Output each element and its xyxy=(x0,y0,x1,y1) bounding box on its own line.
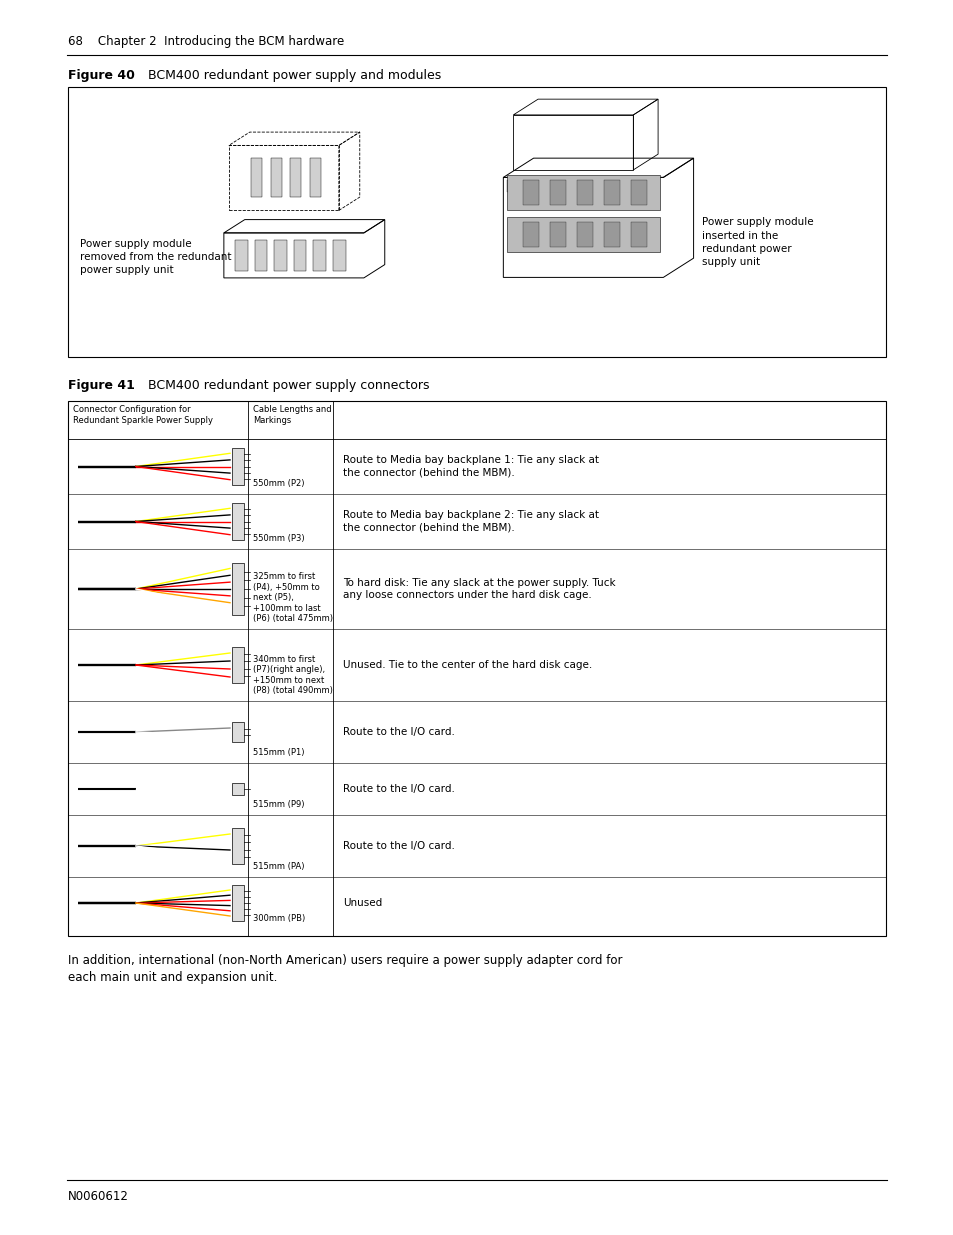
Text: Unused. Tie to the center of the hard disk cage.: Unused. Tie to the center of the hard di… xyxy=(343,659,592,671)
Bar xyxy=(232,783,244,795)
Bar xyxy=(506,175,659,210)
Bar xyxy=(522,222,538,247)
Text: Route to the I/O card.: Route to the I/O card. xyxy=(343,841,455,851)
Bar xyxy=(631,180,647,205)
Text: 325mm to first
(P4), +50mm to
next (P5),
+100mm to last
(P6) (total 475mm): 325mm to first (P4), +50mm to next (P5),… xyxy=(253,572,333,622)
Bar xyxy=(586,180,598,193)
Bar xyxy=(232,503,244,540)
Text: In addition, international (non-North American) users require a power supply ada: In addition, international (non-North Am… xyxy=(68,953,622,984)
Text: Cable Lengths and
Markings: Cable Lengths and Markings xyxy=(253,405,332,425)
Text: BCM400 redundant power supply connectors: BCM400 redundant power supply connectors xyxy=(140,379,429,391)
Bar xyxy=(68,86,885,357)
Text: Figure 41: Figure 41 xyxy=(68,379,134,391)
Text: Power supply module
removed from the redundant
power supply unit: Power supply module removed from the red… xyxy=(80,238,232,275)
Text: 550mm (P2): 550mm (P2) xyxy=(253,479,304,488)
Text: 300mm (PB): 300mm (PB) xyxy=(253,914,305,923)
Text: 515mm (P9): 515mm (P9) xyxy=(253,800,304,809)
Bar xyxy=(577,180,593,205)
Bar xyxy=(232,722,244,742)
Bar xyxy=(290,158,301,198)
Bar xyxy=(522,180,538,205)
Bar xyxy=(68,401,885,936)
Text: Connector Configuration for
Redundant Sparkle Power Supply: Connector Configuration for Redundant Sp… xyxy=(73,405,213,425)
Bar xyxy=(310,158,321,198)
Text: N0060612: N0060612 xyxy=(68,1191,129,1203)
Bar xyxy=(603,180,619,205)
Bar xyxy=(294,240,306,272)
Text: Route to Media bay backplane 1: Tie any slack at
the connector (behind the MBM).: Route to Media bay backplane 1: Tie any … xyxy=(343,456,598,478)
Text: Power supply module
inserted in the
redundant power
supply unit: Power supply module inserted in the redu… xyxy=(700,217,812,267)
Text: 68    Chapter 2  Introducing the BCM hardware: 68 Chapter 2 Introducing the BCM hardwar… xyxy=(68,35,344,48)
Text: Unused: Unused xyxy=(343,898,382,908)
Bar xyxy=(333,240,345,272)
Bar xyxy=(232,448,244,485)
Bar xyxy=(314,240,326,272)
Bar xyxy=(232,885,244,920)
Bar xyxy=(603,222,619,247)
Text: 340mm to first
(P7)(right angle),
+150mm to next
(P8) (total 490mm): 340mm to first (P7)(right angle), +150mm… xyxy=(253,655,333,695)
Bar xyxy=(232,827,244,864)
Bar xyxy=(549,222,565,247)
Bar xyxy=(232,563,244,615)
Text: Figure 40: Figure 40 xyxy=(68,69,134,82)
Bar xyxy=(506,180,517,193)
Text: To hard disk: Tie any slack at the power supply. Tuck
any loose connectors under: To hard disk: Tie any slack at the power… xyxy=(343,578,615,600)
Bar xyxy=(254,240,267,272)
Bar xyxy=(549,180,565,205)
Bar xyxy=(251,158,261,198)
Bar xyxy=(570,180,581,193)
Text: 550mm (P3): 550mm (P3) xyxy=(253,534,304,543)
Bar xyxy=(554,180,565,193)
Bar xyxy=(232,647,244,683)
Bar xyxy=(577,222,593,247)
Bar xyxy=(602,180,613,193)
Bar xyxy=(522,180,533,193)
Bar xyxy=(631,222,647,247)
Text: Route to the I/O card.: Route to the I/O card. xyxy=(343,784,455,794)
Bar xyxy=(506,217,659,252)
Text: BCM400 redundant power supply and modules: BCM400 redundant power supply and module… xyxy=(140,69,441,82)
Text: Route to the I/O card.: Route to the I/O card. xyxy=(343,727,455,737)
Bar xyxy=(234,240,248,272)
Bar xyxy=(618,180,629,193)
Text: 515mm (P1): 515mm (P1) xyxy=(253,748,304,757)
Text: 515mm (PA): 515mm (PA) xyxy=(253,862,304,871)
Bar xyxy=(274,240,287,272)
Bar xyxy=(538,180,549,193)
Bar xyxy=(271,158,281,198)
Text: Route to Media bay backplane 2: Tie any slack at
the connector (behind the MBM).: Route to Media bay backplane 2: Tie any … xyxy=(343,510,598,532)
